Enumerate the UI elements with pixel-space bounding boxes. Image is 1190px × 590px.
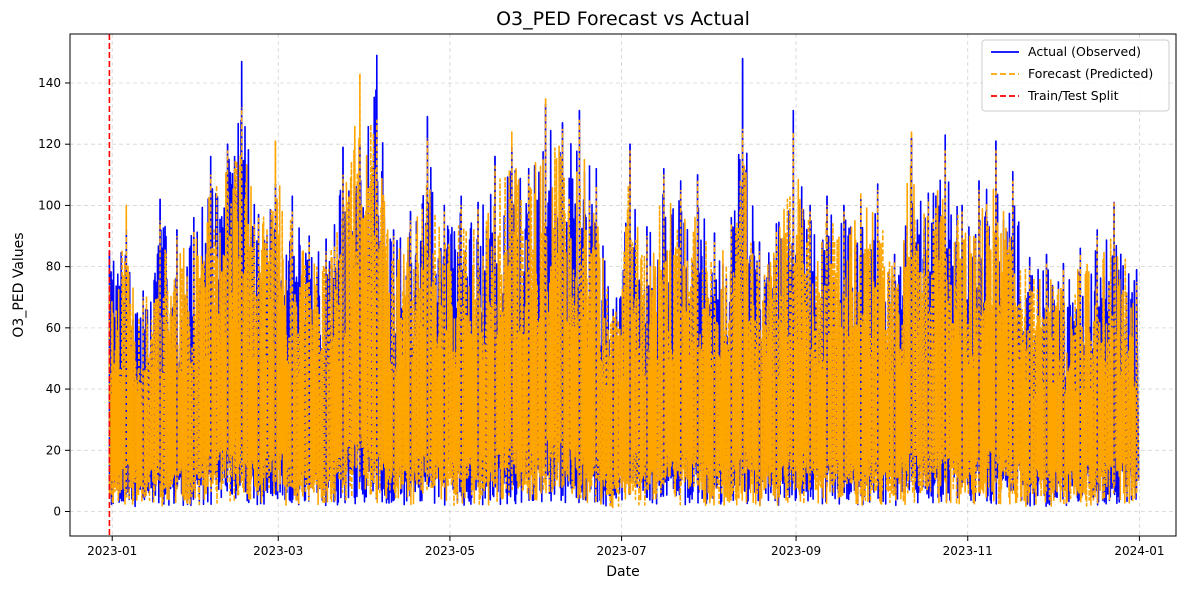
y-tick-label: 120 — [38, 137, 61, 151]
legend-label-actual: Actual (Observed) — [1028, 44, 1141, 59]
y-tick-label: 20 — [46, 443, 61, 457]
x-tick-label: 2024-01 — [1114, 544, 1164, 558]
x-axis-ticks: 2023-01 2023-03 2023-05 2023-07 2023-09 2023-… — [87, 536, 1164, 558]
plot-frame — [69, 33, 1177, 537]
y-tick-label: 140 — [38, 76, 61, 90]
legend-label-split: Train/Test Split — [1027, 88, 1119, 103]
x-tick-label: 2023-03 — [253, 544, 303, 558]
y-tick-label: 0 — [53, 505, 61, 519]
legend-box — [981, 39, 1170, 112]
chart-title: O3_PED Forecast vs Actual — [496, 8, 750, 30]
x-axis-title: Date — [606, 564, 639, 580]
y-tick-label: 100 — [38, 198, 61, 212]
y-axis-title: O3_PED Values — [11, 232, 27, 337]
y-tick-label: 80 — [46, 260, 61, 274]
legend: Actual (Observed) Forecast (Predicted) T… — [981, 39, 1170, 112]
x-tick-label: 2023-09 — [771, 544, 821, 558]
y-tick-label: 60 — [46, 321, 61, 335]
y-axis-ticks: 0 20 40 60 80 100 120 140 — [38, 76, 70, 519]
series-layer — [108, 54, 1140, 509]
series-forecast-line — [108, 73, 1140, 509]
x-tick-label: 2023-05 — [425, 544, 475, 558]
x-tick-label: 2023-11 — [943, 544, 993, 558]
x-tick-label: 2023-01 — [87, 544, 137, 558]
legend-label-forecast: Forecast (Predicted) — [1028, 66, 1153, 81]
x-tick-label: 2023-07 — [597, 544, 647, 558]
y-tick-label: 40 — [46, 382, 61, 396]
